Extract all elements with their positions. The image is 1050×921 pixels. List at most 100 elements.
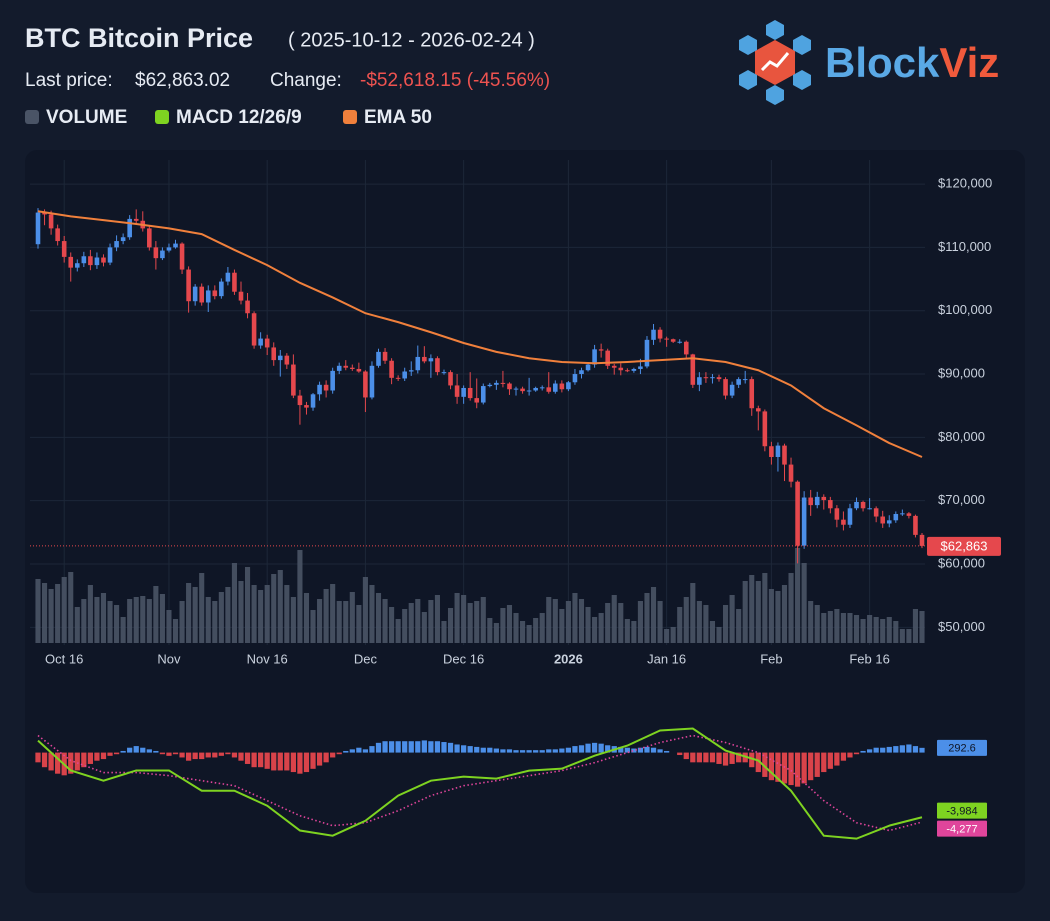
histogram-bar: [297, 752, 303, 774]
candle-body: [114, 241, 119, 248]
candle-body: [179, 243, 185, 270]
histogram-bar: [578, 745, 585, 753]
volume-bar: [127, 599, 133, 643]
volume-bar: [310, 610, 316, 643]
x-tick-label: 2026: [554, 651, 583, 666]
volume-bar: [795, 548, 801, 643]
volume-bar: [546, 597, 552, 643]
histogram-bar: [794, 752, 801, 787]
volume-bar: [212, 601, 218, 643]
candle-body: [336, 365, 342, 371]
candle-body: [598, 349, 604, 351]
candle-body: [834, 508, 840, 520]
histogram-bar: [48, 752, 54, 771]
volume-bar: [827, 611, 833, 643]
histogram-bar: [506, 749, 513, 753]
histogram-bar: [474, 746, 480, 753]
volume-bar: [362, 577, 368, 643]
histogram-bar: [461, 745, 467, 753]
last-price-tag-label: $62,863: [941, 538, 988, 553]
chart-card: [25, 150, 1025, 893]
volume-bar: [520, 621, 526, 643]
volume-bar: [729, 595, 735, 643]
histogram-bar: [886, 746, 892, 753]
histogram-bar: [447, 742, 454, 753]
candle-body: [422, 356, 427, 362]
last-price-tag: [927, 536, 1001, 556]
histogram-bar: [860, 750, 866, 753]
volume-bar: [87, 585, 93, 643]
y-tick-label: $110,000: [938, 239, 991, 254]
histogram-bar: [840, 752, 847, 761]
candle-body: [467, 387, 473, 399]
value-tag-label: 292.6: [948, 743, 976, 755]
volume-bar: [624, 619, 630, 643]
candle-body: [546, 387, 552, 392]
title: BTC Bitcoin Price: [25, 23, 253, 53]
histogram-bar: [762, 752, 768, 777]
histogram-bar: [683, 752, 689, 760]
histogram-bar: [74, 752, 80, 771]
volume-bar: [382, 599, 388, 643]
candle-body: [539, 387, 545, 389]
candle-body: [677, 341, 683, 343]
histogram-bar: [303, 752, 310, 773]
candle-body: [225, 272, 231, 282]
volume-bar: [572, 593, 578, 643]
histogram-bar: [87, 752, 94, 764]
histogram-bar: [94, 752, 100, 761]
volume-bar: [775, 591, 781, 643]
volume-bar: [500, 608, 506, 643]
histogram-bar: [159, 752, 166, 755]
candle-body: [350, 367, 355, 369]
value-tag-label: -4,277: [946, 824, 977, 836]
candle-body: [238, 291, 244, 301]
histogram-bar: [467, 746, 473, 753]
volume-bar: [317, 599, 323, 643]
volume-bar: [225, 587, 231, 643]
histogram-bar: [775, 752, 781, 782]
candle-body: [153, 247, 159, 259]
candle-body: [160, 250, 165, 259]
candle-body: [919, 534, 925, 546]
histogram-bar: [703, 752, 709, 763]
logo-text-a: Block: [825, 39, 940, 86]
histogram-bar: [533, 750, 539, 753]
histogram-bar: [880, 747, 886, 753]
volume-bar: [100, 593, 107, 643]
volume-bar: [703, 605, 709, 643]
volume-bar: [474, 601, 480, 643]
histogram-bar: [231, 752, 238, 758]
histogram-bar: [847, 752, 853, 758]
volume-bar: [526, 625, 532, 643]
volume-bar: [853, 615, 860, 643]
volume-bar: [35, 579, 41, 643]
y-tick-label: $90,000: [938, 365, 985, 380]
volume-bar: [447, 608, 454, 643]
candle-body: [906, 513, 912, 516]
candle-body: [81, 256, 87, 264]
volume-bar: [755, 581, 761, 643]
volume-bar: [330, 584, 336, 643]
histogram-bar: [402, 741, 408, 753]
candle-body: [867, 508, 872, 510]
histogram-bar: [893, 746, 899, 753]
candle-body: [317, 384, 322, 395]
volume-bar: [421, 612, 427, 643]
change-label: Change:: [270, 70, 342, 91]
candle-body: [880, 516, 886, 524]
candle-body: [631, 368, 637, 371]
candle-body: [579, 370, 584, 375]
histogram-bar: [519, 750, 526, 753]
volume-bar: [736, 609, 742, 643]
volume-bar: [585, 607, 591, 643]
candle-body: [507, 383, 512, 390]
histogram-bar: [637, 747, 644, 753]
x-tick-label: Oct 16: [45, 651, 83, 666]
histogram-bar: [251, 752, 257, 768]
histogram-bar: [808, 752, 814, 781]
histogram-bar: [244, 752, 251, 764]
plot: $50,000 $60,000 $70,000 $80,000 $90,000 $100,…: [30, 160, 1001, 840]
volume-bar: [297, 550, 303, 643]
